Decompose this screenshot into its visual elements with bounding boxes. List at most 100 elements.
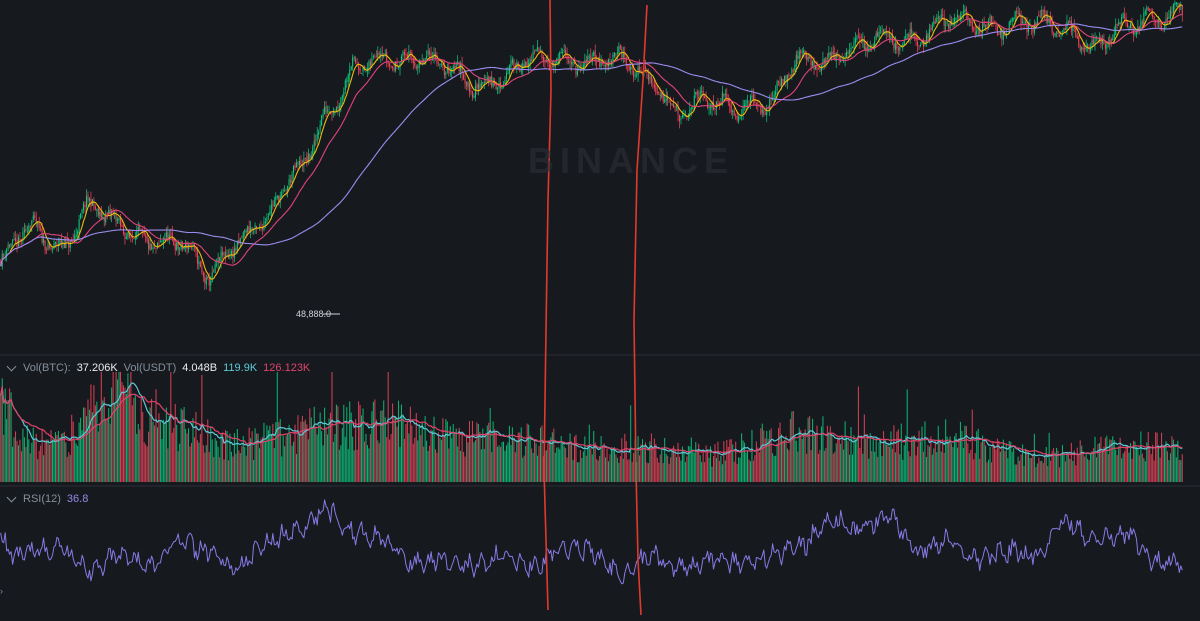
candle-body [754,99,756,103]
volume-bar [26,425,28,482]
volume-bar [321,431,323,482]
volume-bar [585,455,587,482]
volume-bar [1005,443,1007,482]
volume-bar [35,433,37,482]
candle-body [236,241,238,252]
candle-body [692,107,694,110]
candle-body [815,65,817,70]
candle-body [636,75,638,77]
volume-bar [372,401,374,482]
volume-bar [708,457,710,482]
candle-body [968,20,970,22]
candle-body [10,243,12,247]
collapse-chevron-icon[interactable] [6,492,17,503]
volume-bar [739,457,741,482]
vol-btc-value: 37.206K [76,362,118,374]
candle-body [641,72,644,74]
volume-bar [270,434,272,482]
candle-body [310,155,312,159]
candle-body [853,41,855,49]
candle-body [1177,3,1179,5]
candle-body [1163,26,1166,30]
volume-bar [785,435,787,482]
candle-body [695,91,697,95]
volume-bar [661,447,663,482]
candle-body [134,238,136,240]
candle-body [1094,38,1096,45]
candle-body [20,238,22,241]
candle-body [322,113,324,117]
volume-bar [445,419,447,482]
volume-bar [751,429,753,482]
candle-body [896,43,898,49]
volume-bar [514,452,516,482]
candle-body [745,100,747,107]
volume-bar [155,389,157,482]
volume-bar [1162,444,1164,482]
volume-bar [232,456,234,482]
volume-bar [452,424,454,482]
candle-body [1127,23,1129,28]
candle-body [63,242,65,249]
candle-body [420,61,422,64]
volume-bar [455,428,457,482]
candle-body [789,75,791,76]
volume-bar [165,407,167,482]
volume-bar [891,448,893,482]
volume-bar [1150,454,1152,482]
candle-body [68,240,70,248]
candle-body [176,242,178,250]
volume-bar [849,454,851,482]
volume-bar [834,451,836,482]
volume-bar [956,447,959,482]
volume-bar [868,458,870,482]
volume-bar [426,440,428,482]
candle-body [400,56,402,61]
collapse-chevron-icon[interactable] [6,361,17,372]
volume-bar [668,463,670,482]
candle-body [625,56,627,66]
volume-bar [316,434,318,482]
candle-body [1135,32,1137,35]
candle-body [757,103,759,106]
volume-bar [652,447,654,482]
expand-arrow-icon[interactable]: › [0,586,3,596]
candle-body [1022,21,1024,24]
volume-bar [1070,442,1072,482]
volume-bar [1051,450,1053,482]
candle-body [31,220,33,225]
volume-bar [853,435,855,482]
candle-body [794,64,796,71]
volume-bar [736,463,738,482]
candle-body [361,73,363,74]
volume-bar [599,455,601,482]
candle-body [1119,21,1121,25]
volume-bar [1029,458,1031,482]
volume-bar [720,455,722,482]
candle-body [266,217,268,222]
volume-bar [406,422,408,482]
candle-body [905,35,907,40]
candle-body [242,232,244,239]
volume-bar [918,430,920,482]
volume-bar [1044,455,1046,482]
volume-bar [429,445,431,482]
candle-body [133,238,135,240]
candle-body [539,50,542,52]
volume-bar [315,426,317,482]
volume-bar [1119,437,1121,482]
candle-body [659,94,661,96]
volume-bar [954,436,956,482]
volume-bar [473,442,475,482]
volume-bar [952,447,954,482]
volume-bar [1011,451,1013,482]
candle-body [84,205,86,208]
volume-bar [742,440,744,482]
volume-bar [550,437,552,482]
candle-body [724,94,726,96]
candle-body [575,65,577,75]
candle-body [1013,17,1015,19]
candle-body [560,52,562,54]
candle-body [616,52,618,54]
